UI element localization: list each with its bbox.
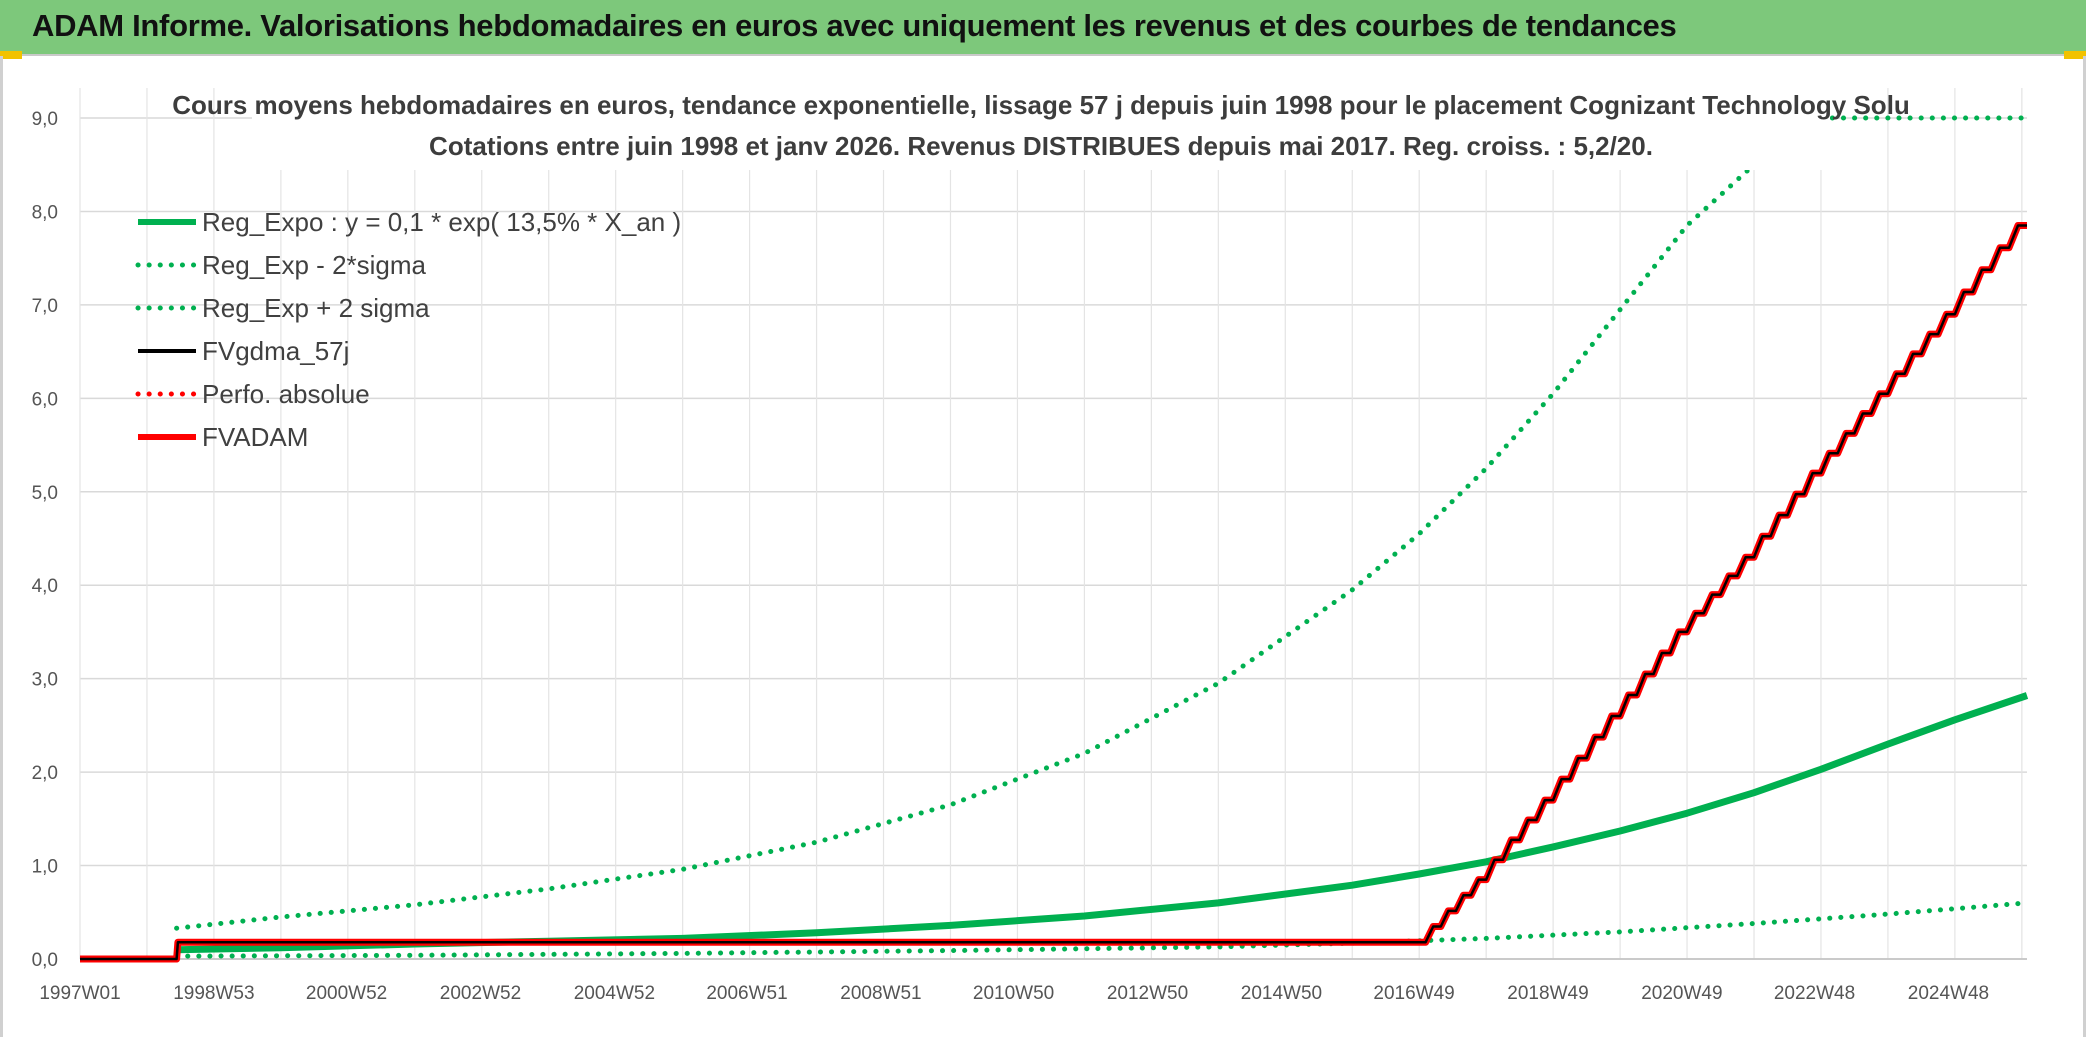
chart-series [80, 115, 2030, 963]
y-tick-label: 8,0 [32, 202, 58, 223]
x-tick-label: 2022W48 [1774, 983, 1855, 1004]
series-line-5 [80, 222, 2027, 963]
y-tick-label: 3,0 [32, 670, 58, 691]
x-tick-label: 2024W48 [1908, 983, 1989, 1004]
y-tick-label: 7,0 [32, 296, 58, 317]
legend-label-2: Reg_Exp + 2 sigma [202, 293, 430, 323]
x-tick-label: 2012W50 [1107, 983, 1188, 1004]
legend-label-1: Reg_Exp - 2*sigma [202, 250, 427, 280]
x-tick-label: 2016W49 [1373, 983, 1454, 1004]
chart-title: Cours moyens hebdomadaires en euros, ten… [172, 90, 1910, 120]
y-axis-ticks: 0,0 1,0 2,0 3,0 4,0 5,0 6,0 7,0 8,0 9,0 [32, 109, 58, 971]
x-tick-label: 2008W51 [840, 983, 921, 1004]
y-tick-label: 9,0 [32, 109, 58, 130]
y-tick-label: 0,0 [32, 950, 58, 971]
x-tick-label: 2000W52 [306, 983, 387, 1004]
x-tick-label: 1998W53 [173, 983, 254, 1004]
page-title: ADAM Informe. Valorisations hebdomadaire… [32, 8, 1677, 43]
series-line-2 [174, 115, 2030, 931]
chart-subtitle: Cotations entre juin 1998 et janv 2026. … [429, 131, 1653, 161]
y-tick-label: 2,0 [32, 763, 58, 784]
legend-label-3: FVgdma_57j [202, 336, 349, 366]
x-axis-ticks: 1997W01 1998W53 2000W52 2002W52 2004W52 2006W… [39, 983, 1989, 1004]
series-line-3 [80, 224, 2027, 961]
x-tick-label: 2014W50 [1241, 983, 1322, 1004]
y-tick-label: 1,0 [32, 857, 58, 878]
title-backdrop [252, 86, 1830, 170]
series-line-0 [176, 692, 2029, 954]
chart-legend: Reg_Expo : y = 0,1 * exp( 13,5% * X_an )… [135, 207, 681, 452]
y-tick-label: 4,0 [32, 576, 58, 597]
x-tick-label: 1997W01 [39, 983, 120, 1004]
legend-label-4: Perfo. absolue [202, 379, 370, 409]
chart-frame [0, 56, 2086, 1037]
x-tick-label: 2010W50 [973, 983, 1054, 1004]
x-tick-label: 2020W49 [1641, 983, 1722, 1004]
x-tick-label: 2018W49 [1507, 983, 1588, 1004]
corner-marker-right [2064, 51, 2086, 59]
y-tick-label: 5,0 [32, 483, 58, 504]
corner-marker-left [0, 51, 22, 59]
x-tick-label: 2002W52 [440, 983, 521, 1004]
x-tick-label: 2006W51 [706, 983, 787, 1004]
header-banner: ADAM Informe. Valorisations hebdomadaire… [0, 0, 2086, 56]
legend-label-5: FVADAM [202, 422, 308, 452]
y-tick-label: 6,0 [32, 389, 58, 410]
legend-label-0: Reg_Expo : y = 0,1 * exp( 13,5% * X_an ) [202, 207, 681, 237]
x-tick-label: 2004W52 [574, 983, 655, 1004]
